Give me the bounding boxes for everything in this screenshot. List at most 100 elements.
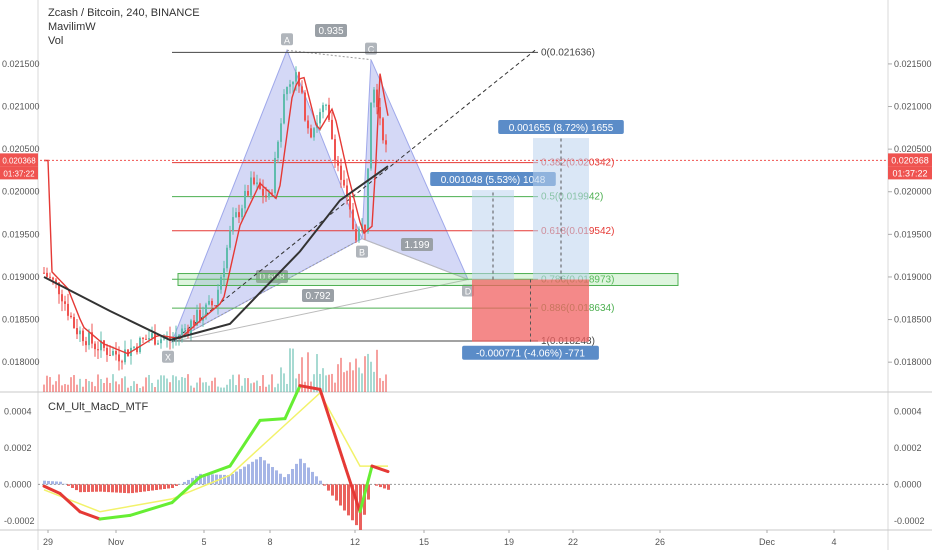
candle-body: [385, 140, 387, 144]
macd-histogram-bar: [215, 475, 218, 485]
price-tick-label-right: 0.021000: [894, 102, 932, 112]
volume-bar: [151, 383, 153, 392]
candle-body: [304, 93, 306, 121]
macd-histogram-bar: [47, 481, 50, 484]
volume-bar: [136, 384, 138, 392]
pattern-ac-connector: [287, 50, 371, 59]
macd-histogram-bar: [323, 484, 326, 485]
volume-bar: [289, 348, 291, 392]
macd-histogram-bar: [319, 481, 322, 485]
indicator-mavilimw-label[interactable]: MavilimW: [48, 20, 96, 34]
macd-histogram-bar: [143, 484, 146, 491]
candle-body: [250, 177, 252, 195]
candle-body: [376, 90, 378, 108]
macd-tick-label-left: 0.0004: [4, 406, 32, 416]
candle-body: [340, 166, 342, 180]
candle-body: [367, 168, 369, 232]
volume-bar: [235, 385, 237, 392]
macd-line-segment: [230, 420, 260, 466]
volume-bar: [349, 362, 351, 392]
macd-histogram-bar: [151, 484, 154, 490]
price-tick-label-left: 0.019000: [2, 272, 40, 282]
macd-tick-label-right: 0.0002: [894, 443, 922, 453]
price-tick-label-right: 0.019000: [894, 272, 932, 282]
volume-bar: [175, 376, 177, 392]
candle-body: [226, 248, 228, 269]
macd-histogram-bar: [315, 476, 318, 484]
candle-body: [208, 301, 210, 305]
candle-body: [115, 351, 117, 354]
candle-body: [43, 273, 45, 274]
candle-body: [292, 82, 294, 85]
macd-histogram-bar: [111, 484, 114, 492]
macd-histogram-bar: [263, 460, 266, 484]
candle-body: [280, 123, 282, 141]
volume-bar: [199, 378, 201, 392]
volume-bar: [181, 377, 183, 392]
candle-body: [181, 329, 183, 335]
volume-bar: [58, 374, 60, 392]
macd-histogram-bar: [307, 468, 310, 485]
volume-bar: [358, 368, 360, 392]
macd-line-segment: [260, 419, 285, 421]
candle-body: [154, 333, 156, 344]
candle-body: [112, 351, 114, 355]
indicator-macd-label[interactable]: CM_Ult_MacD_MTF: [48, 400, 148, 414]
macd-histogram-bar: [183, 482, 186, 484]
volume-bar: [286, 384, 288, 392]
macd-histogram-bar: [167, 484, 170, 488]
candle-body: [211, 301, 213, 305]
volume-bar: [133, 381, 135, 392]
macd-histogram-bar: [83, 484, 86, 492]
macd-histogram-bar: [107, 484, 110, 492]
countdown-label-right: 01:37:22: [892, 168, 927, 178]
macd-histogram-bar: [255, 459, 258, 484]
candle-body: [142, 338, 144, 339]
macd-histogram-bar: [119, 484, 122, 492]
candle-body: [139, 338, 141, 352]
time-tick-label: 22: [568, 537, 578, 547]
candle-body: [283, 94, 285, 123]
macd-histogram-bar: [123, 484, 126, 493]
volume-bar: [157, 380, 159, 392]
volume-bar: [223, 388, 225, 392]
volume-bar: [343, 372, 345, 392]
macd-histogram-bar: [291, 469, 294, 484]
macd-line-segment: [320, 389, 345, 466]
volume-bar: [370, 362, 372, 392]
macd-histogram-bar: [379, 484, 382, 487]
macd-histogram-bar: [87, 484, 90, 492]
macd-histogram-bar: [59, 482, 62, 485]
volume-bar: [367, 354, 369, 392]
macd-histogram-bar: [91, 484, 94, 492]
volume-bar: [271, 374, 273, 392]
volume-bar: [202, 382, 204, 392]
macd-histogram-bar: [51, 481, 54, 484]
symbol-title: Zcash / Bitcoin, 240, BINANCE: [48, 6, 200, 20]
time-tick-label: 19: [504, 537, 514, 547]
volume-bar: [43, 385, 45, 392]
candle-body: [307, 120, 309, 128]
volume-bar: [88, 381, 90, 392]
volume-bar: [229, 379, 231, 392]
volume-bar: [97, 374, 99, 392]
candle-body: [184, 328, 186, 329]
macd-line-segment: [372, 466, 388, 471]
macd-histogram-bar: [275, 470, 278, 484]
volume-bar: [382, 381, 384, 392]
macd-histogram-bar: [383, 484, 386, 488]
macd-histogram-bar: [267, 464, 270, 485]
volume-bar: [193, 388, 195, 392]
candle-body: [49, 277, 51, 278]
macd-histogram-bar: [159, 484, 162, 489]
volume-bar: [190, 386, 192, 392]
volume-bar: [70, 377, 72, 392]
volume-bar: [208, 386, 210, 392]
price-tick-label-left: 0.018000: [2, 357, 40, 367]
candle-body: [190, 320, 192, 333]
fib-level-label: 0(0.021636): [541, 47, 595, 58]
indicator-volume-label[interactable]: Vol: [48, 34, 63, 48]
volume-bar: [85, 379, 87, 392]
